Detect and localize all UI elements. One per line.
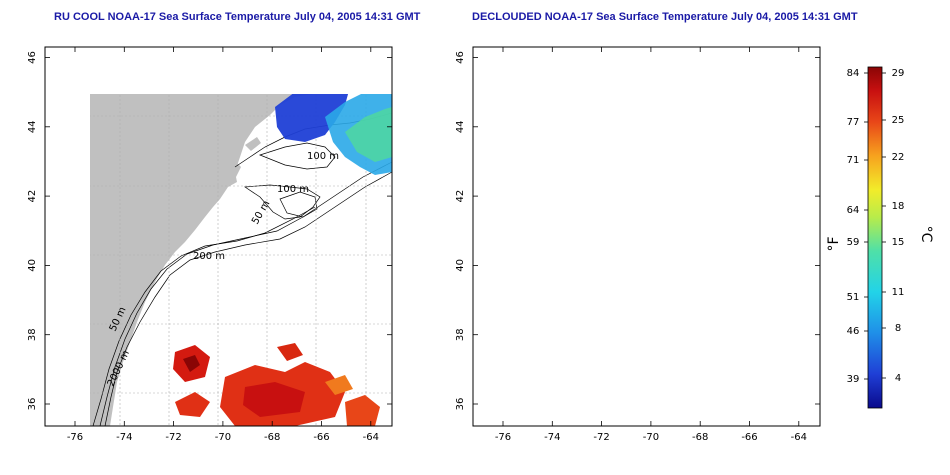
- contour-label: 50 m: [678, 199, 700, 227]
- celsius-label: °C: [918, 226, 934, 243]
- celsius-tick-label: 8: [895, 323, 901, 334]
- left-map-panel: 100 m 100 m 50 m 200 m 50 m 2000 m: [44, 46, 393, 427]
- lon-tick-label: -66: [313, 432, 329, 443]
- left-map-axes: 36 38 40 42 44 46 -76 -74 -72 -70 -68 -66 -64: [27, 47, 392, 443]
- fahrenheit-tick-label: 59: [847, 237, 860, 248]
- lon-tick-label: -66: [741, 432, 757, 443]
- lon-tick-label: -74: [544, 432, 560, 443]
- contour-label: 100 m: [741, 151, 773, 162]
- celsius-tick-label: 22: [892, 152, 905, 163]
- lat-tick-label: 38: [455, 328, 466, 341]
- fahrenheit-tick-label: 46: [847, 326, 860, 337]
- fahrenheit-label: °F: [826, 236, 842, 251]
- celsius-tick-label: 15: [892, 237, 905, 248]
- lat-tick-label: 36: [27, 398, 38, 411]
- celsius-tick-label: 29: [892, 68, 905, 79]
- contour-label: 200 m: [631, 251, 663, 262]
- sst-cold-patch: [718, 69, 773, 117]
- contour-label: 100 m: [705, 184, 737, 195]
- sst-cold-patch: [275, 94, 349, 142]
- celsius-tick-label: 4: [895, 373, 901, 384]
- lat-tick-label: 36: [455, 398, 466, 411]
- lon-tick-label: -76: [495, 432, 511, 443]
- lat-tick-label: 42: [27, 190, 38, 203]
- lon-tick-label: -64: [363, 432, 379, 443]
- right-map-frame: [472, 46, 821, 427]
- lon-tick-label: -68: [692, 432, 708, 443]
- fahrenheit-tick-label: 64: [847, 205, 860, 216]
- sst-warm-patches: [173, 343, 380, 426]
- left-map-title: RU COOL NOAA-17 Sea Surface Temperature …: [54, 11, 421, 23]
- lat-tick-label: 42: [455, 190, 466, 203]
- fahrenheit-tick-label: 84: [847, 68, 860, 79]
- lat-tick-label: 46: [455, 51, 466, 64]
- lat-tick-label: 44: [27, 120, 38, 133]
- sst-warm-patches: [608, 353, 798, 422]
- left-map-frame: [44, 46, 393, 427]
- lon-tick-label: -68: [264, 432, 280, 443]
- lon-tick-label: -64: [791, 432, 807, 443]
- contour-label: 100 m: [277, 184, 309, 195]
- celsius-tick-label: 25: [892, 115, 905, 126]
- fahrenheit-tick-label: 71: [847, 155, 860, 166]
- lat-tick-label: 46: [27, 51, 38, 64]
- sst-cool-patch: [763, 95, 820, 167]
- lat-tick-label: 44: [455, 120, 466, 133]
- right-map-axes: 36 38 40 42 44 46 -76 -74 -72 -70 -68 -66 -64: [455, 47, 820, 443]
- contour-label: 50 m: [536, 305, 557, 333]
- lat-tick-label: 40: [27, 259, 38, 272]
- contour-label: 200 m: [193, 251, 225, 262]
- lon-tick-label: -70: [215, 432, 231, 443]
- celsius-tick-label: 11: [892, 287, 905, 298]
- colorbar-gradient: [867, 66, 883, 409]
- sst-mid-patch: [345, 107, 392, 162]
- lon-tick-label: -70: [643, 432, 659, 443]
- contour-label: 100 m: [307, 151, 339, 162]
- lon-tick-label: -72: [593, 432, 609, 443]
- lon-tick-label: -74: [116, 432, 132, 443]
- fahrenheit-tick-label: 39: [847, 374, 860, 385]
- lon-tick-label: -76: [67, 432, 83, 443]
- lat-tick-label: 38: [27, 328, 38, 341]
- contour-label: 2000 m: [534, 349, 560, 388]
- fahrenheit-tick-label: 51: [847, 292, 860, 303]
- right-map-panel: 100 m 100 m 50 m 200 m 50 m 2000 m: [472, 46, 821, 427]
- celsius-tick-label: 18: [892, 201, 905, 212]
- lon-tick-label: -72: [165, 432, 181, 443]
- fahrenheit-tick-label: 77: [847, 117, 860, 128]
- right-map-title: DECLOUDED NOAA-17 Sea Surface Temperatur…: [472, 11, 858, 23]
- sst-mid-patch: [778, 112, 820, 157]
- lat-tick-label: 40: [455, 259, 466, 272]
